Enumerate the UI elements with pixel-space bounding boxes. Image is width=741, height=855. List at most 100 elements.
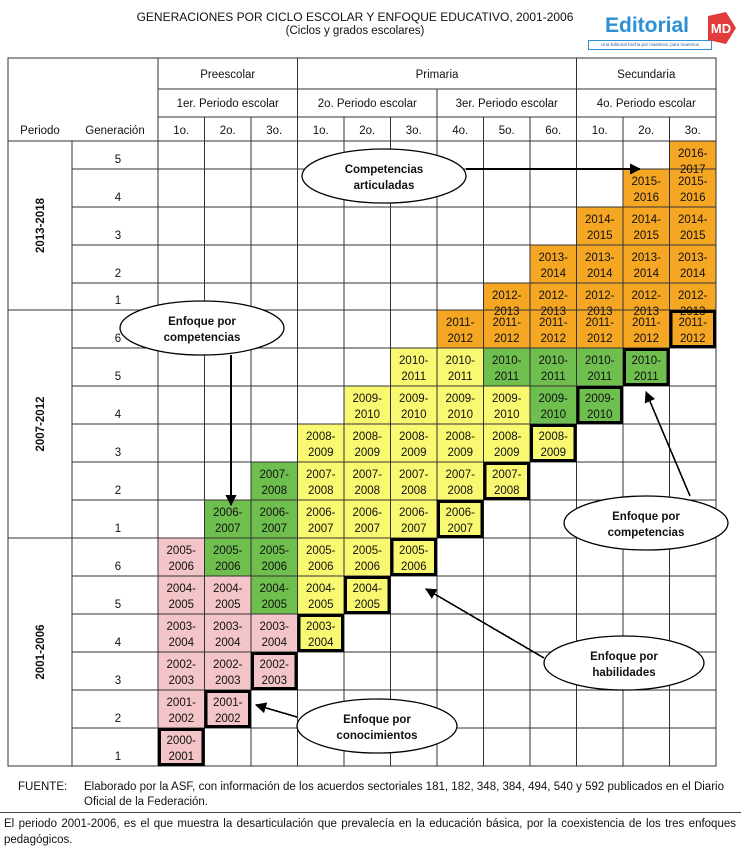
cell-year: 2009	[401, 447, 427, 459]
cell-year: 2003	[168, 675, 194, 687]
cell-year: 2007-	[260, 469, 290, 481]
source-label: FUENTE:	[18, 781, 68, 793]
cell-fill	[297, 500, 344, 538]
cell-fill	[251, 576, 298, 614]
cell-year: 2010-	[492, 355, 522, 367]
generation-number: 3	[115, 675, 121, 687]
cell-fill	[204, 576, 251, 614]
table-frame	[7, 57, 717, 767]
cell-bold-border	[297, 614, 344, 652]
cell-year: 2007	[215, 523, 241, 535]
grade-header: 3o.	[685, 125, 701, 137]
cell-year: 2013-	[585, 252, 615, 264]
cell-year: 2011-	[585, 317, 614, 329]
cell-year: 2003-	[306, 621, 336, 633]
cell-year: 2014-	[678, 214, 708, 226]
cell-fill	[204, 538, 251, 576]
cell-year: 2005	[308, 599, 334, 611]
cell-year: 2009-	[492, 393, 522, 405]
cell-fill	[530, 348, 577, 386]
cell-bold-border	[204, 690, 251, 728]
cell-fill	[530, 424, 577, 462]
grade-header: 1o.	[173, 125, 189, 137]
cell-year: 2008	[401, 485, 427, 497]
cell-year: 2005-	[399, 545, 429, 557]
cell-year: 2011	[401, 371, 426, 383]
cell-fill	[623, 283, 670, 310]
diagram-subtitle: (Ciclos y grados escolares)	[285, 25, 425, 37]
cell-year: 2004	[261, 637, 287, 649]
cell-bold-border	[576, 386, 623, 424]
cell-fill	[158, 576, 205, 614]
cell-fill	[251, 614, 298, 652]
cell-year: 2014	[540, 268, 566, 280]
footnote-box: El periodo 2001-2006, es el que muestra …	[0, 812, 741, 855]
cell-fill	[623, 245, 670, 283]
callout-arrow	[254, 702, 298, 718]
cell-fill	[390, 386, 437, 424]
cell-fill	[390, 424, 437, 462]
cell-year: 2012-	[585, 290, 615, 302]
grade-header: 4o.	[452, 125, 468, 137]
callout-arrow	[644, 390, 691, 497]
cell-year: 2010-	[585, 355, 615, 367]
cell-bold-border	[390, 538, 437, 576]
cell-year: 2007	[447, 523, 473, 535]
callout-ellipse	[119, 300, 285, 356]
cell-fill	[483, 283, 530, 310]
cell-year: 2007-	[446, 469, 476, 481]
cell-year: 2004	[168, 637, 194, 649]
cell-year: 2013	[587, 306, 613, 318]
cell-fill	[530, 386, 577, 424]
cell-year: 2008-	[353, 431, 383, 443]
callout-ellipse	[543, 635, 705, 691]
diagram-title: GENERACIONES POR CICLO ESCOLAR Y ENFOQUE…	[136, 10, 574, 24]
cell-year: 2006	[308, 561, 334, 573]
cell-year: 2009	[540, 447, 566, 459]
cell-fill	[576, 245, 623, 283]
generation-number: 5	[115, 371, 121, 383]
cell-year: 2006	[261, 561, 287, 573]
cell-year: 2008	[308, 485, 334, 497]
cell-fill	[576, 310, 623, 348]
cell-year: 2006	[354, 561, 380, 573]
grade-header: 5o.	[499, 125, 515, 137]
cell-fill	[576, 386, 623, 424]
cell-fill	[483, 462, 530, 500]
cell-year: 2011	[634, 371, 659, 383]
cell-fill	[251, 538, 298, 576]
cell-year: 2005-	[306, 545, 336, 557]
period-group-label: 2001-2006	[35, 625, 47, 680]
cell-year: 2005-	[353, 545, 383, 557]
cell-year: 2004-	[167, 583, 197, 595]
cell-year: 2009-	[353, 393, 383, 405]
cell-fill	[344, 500, 391, 538]
logo-mark: MD	[708, 12, 736, 44]
callout-ellipse	[301, 148, 467, 204]
cell-year: 2013-	[539, 252, 569, 264]
cell-year: 2010-	[446, 355, 476, 367]
cell-year: 2012	[494, 333, 520, 345]
cell-fill	[158, 614, 205, 652]
cell-year: 2004-	[306, 583, 336, 595]
cell-fill	[576, 348, 623, 386]
cell-year: 2007-	[306, 469, 336, 481]
cell-year: 2011-	[678, 317, 707, 329]
cell-year: 2010-	[539, 355, 569, 367]
cell-year: 2012	[587, 333, 613, 345]
period-header: 2o. Periodo escolar	[318, 98, 417, 110]
cell-year: 2001	[168, 751, 194, 763]
cell-year: 2013	[633, 306, 659, 318]
cell-year: 2008	[261, 485, 287, 497]
cell-year: 2007	[261, 523, 287, 535]
cell-year: 2013-	[632, 252, 662, 264]
generation-number: 2	[115, 713, 121, 725]
cell-fill	[669, 245, 716, 283]
editorial-md-logo: Editorial Una Editorial hecha por maestr…	[588, 10, 738, 56]
generation-number: 1	[115, 751, 121, 763]
cell-year: 2012-	[678, 290, 708, 302]
cell-year: 2006-	[306, 507, 336, 519]
cell-fill	[297, 424, 344, 462]
period-header: 3er. Periodo escolar	[456, 98, 558, 110]
grade-header: 6o.	[545, 125, 561, 137]
